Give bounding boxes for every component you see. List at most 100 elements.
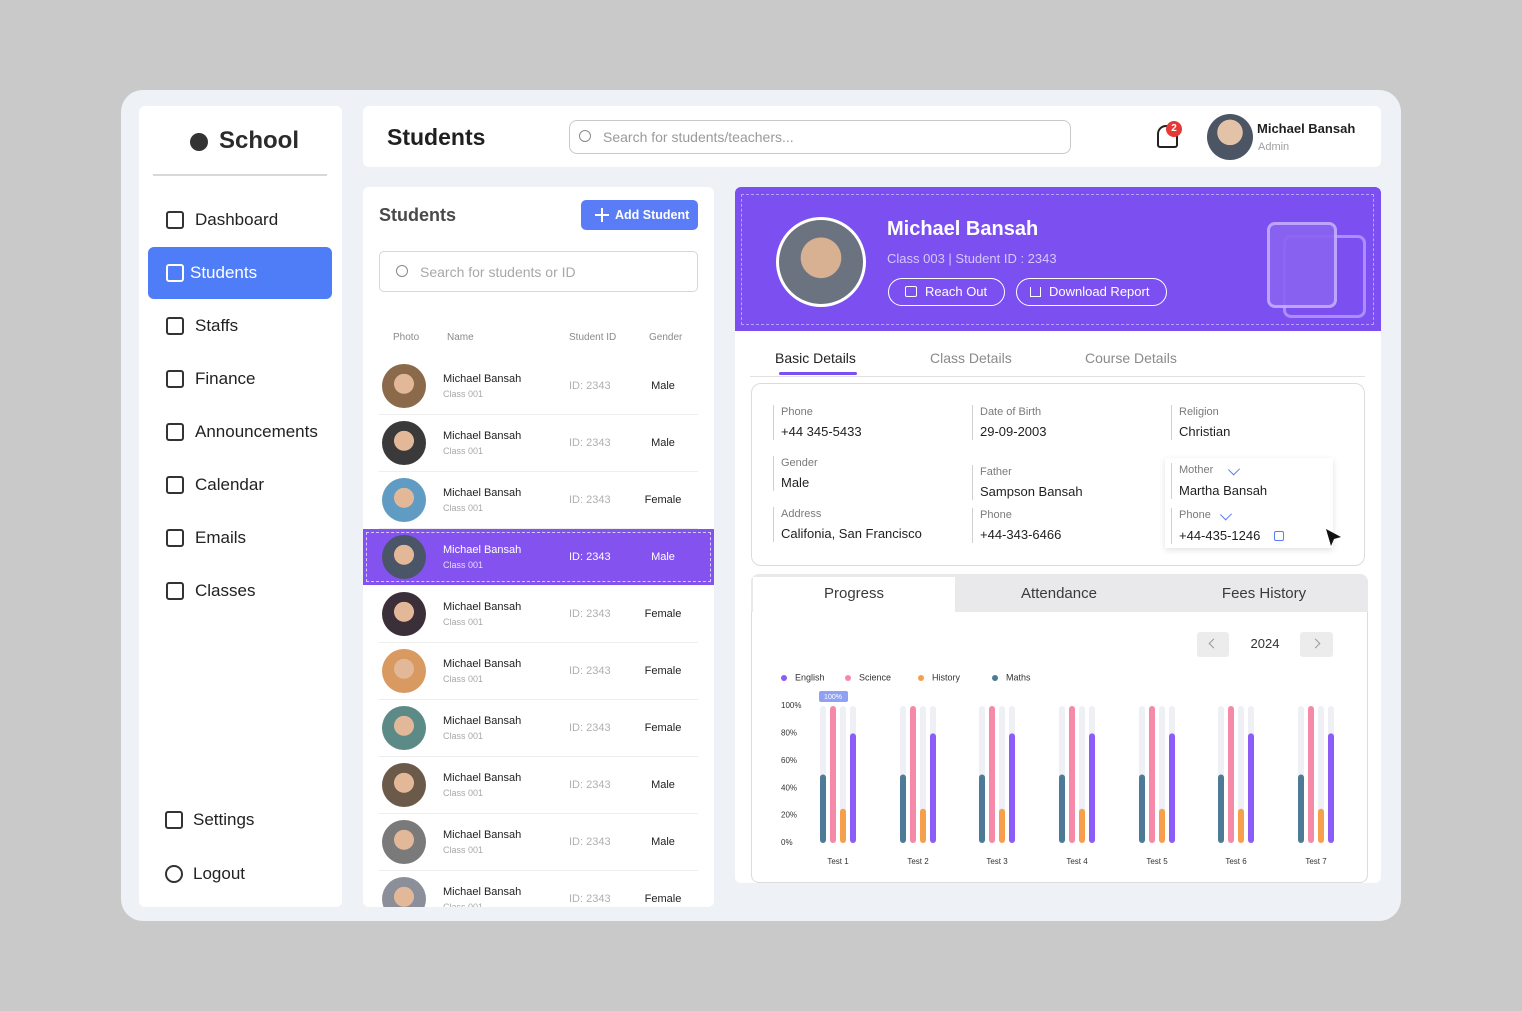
user-name: Michael Bansah bbox=[1257, 121, 1356, 136]
student-gender: Female bbox=[644, 608, 682, 620]
nav-icon bbox=[166, 211, 184, 229]
row-separator bbox=[379, 699, 698, 700]
student-photo bbox=[382, 535, 426, 579]
detail-accent bbox=[773, 507, 774, 542]
student-class: Class 001 bbox=[443, 503, 484, 513]
nav-label: Calendar bbox=[195, 475, 264, 494]
global-search[interactable] bbox=[569, 120, 1071, 154]
row-focus-outline bbox=[366, 532, 711, 582]
student-gender: Male bbox=[651, 437, 675, 449]
detail-label: Phone bbox=[781, 406, 813, 418]
detail-accent bbox=[1171, 405, 1172, 440]
detail-label: Date of Birth bbox=[980, 406, 1042, 418]
detail-label: Phone bbox=[1179, 509, 1211, 521]
detail-label: Religion bbox=[1179, 406, 1219, 418]
detail-label: Mother bbox=[1179, 464, 1214, 476]
student-name: Michael Bansah bbox=[443, 658, 522, 670]
row-separator bbox=[379, 642, 698, 643]
detail-label: Father bbox=[980, 466, 1012, 478]
row-separator bbox=[379, 414, 698, 415]
report-card bbox=[751, 574, 1368, 883]
student-rows: Michael Bansah Class 001 ID: 2343 Male Micha… bbox=[363, 364, 714, 907]
student-class: Class 001 bbox=[443, 902, 484, 907]
sidebar-divider bbox=[153, 174, 327, 176]
student-gender: Female bbox=[644, 893, 682, 905]
student-name: Michael Bansah bbox=[443, 430, 522, 442]
sidebar bbox=[139, 106, 342, 907]
student-search[interactable] bbox=[379, 251, 698, 292]
student-class: Class 001 bbox=[443, 560, 484, 570]
student-photo bbox=[382, 877, 426, 907]
student-class: Class 001 bbox=[443, 845, 484, 855]
profile-photo bbox=[776, 217, 866, 307]
add-student-label: Add Student bbox=[615, 207, 690, 222]
student-name: Michael Bansah bbox=[443, 544, 522, 556]
detail-label: Gender bbox=[781, 457, 818, 469]
detail-value: +44-435-1246 bbox=[1179, 528, 1261, 543]
download-label: Download Report bbox=[1049, 284, 1150, 299]
profile-subtitle: Class 003 | Student ID : 2343 bbox=[887, 251, 1057, 266]
detail-value: Christian bbox=[1179, 424, 1231, 439]
settings-label: Settings bbox=[193, 810, 255, 829]
copy-icon[interactable] bbox=[1274, 531, 1284, 541]
row-separator bbox=[379, 870, 698, 871]
nav-label: Classes bbox=[195, 581, 256, 600]
detail-tab-label: Basic Details bbox=[775, 350, 856, 366]
student-id: ID: 2343 bbox=[569, 722, 611, 734]
detail-tab-label: Class Details bbox=[930, 350, 1012, 366]
tabs-baseline bbox=[750, 376, 1365, 377]
detail-accent bbox=[972, 405, 973, 440]
prev-year-button[interactable] bbox=[1197, 632, 1229, 657]
student-name: Michael Bansah bbox=[443, 886, 522, 898]
reach-out-button[interactable] bbox=[888, 278, 1005, 306]
student-gender: Male bbox=[651, 779, 675, 791]
student-class: Class 001 bbox=[443, 674, 484, 684]
search-icon bbox=[579, 130, 591, 142]
nav-icon bbox=[166, 582, 184, 600]
report-tab-label: Attendance bbox=[1021, 585, 1097, 602]
user-role: Admin bbox=[1258, 141, 1290, 153]
student-gender: Female bbox=[644, 665, 682, 677]
student-photo bbox=[382, 592, 426, 636]
student-gender: Male bbox=[651, 551, 675, 563]
notification-badge bbox=[1166, 121, 1182, 137]
detail-value: Sampson Bansah bbox=[980, 484, 1083, 499]
nav-icon bbox=[166, 370, 184, 388]
student-name: Michael Bansah bbox=[443, 715, 522, 727]
column-header: Photo bbox=[393, 332, 420, 343]
detail-accent bbox=[972, 508, 973, 543]
nav-icon bbox=[166, 529, 184, 547]
student-id: ID: 2343 bbox=[569, 608, 611, 620]
nav-icon bbox=[166, 264, 184, 282]
row-separator bbox=[379, 756, 698, 757]
student-id: ID: 2343 bbox=[569, 437, 611, 449]
banner-dashed-frame bbox=[741, 194, 1374, 325]
page-title: Students bbox=[387, 124, 486, 150]
download-button[interactable] bbox=[1016, 278, 1167, 306]
student-photo bbox=[382, 820, 426, 864]
next-year-button[interactable] bbox=[1300, 632, 1333, 657]
report-tab-active[interactable] bbox=[753, 577, 955, 612]
logout-icon bbox=[165, 865, 183, 883]
mother-card bbox=[1165, 458, 1333, 548]
student-gender: Male bbox=[651, 380, 675, 392]
profile-name: Michael Bansah bbox=[887, 218, 1039, 240]
student-id: ID: 2343 bbox=[569, 893, 611, 905]
settings-icon bbox=[165, 811, 183, 829]
logout-label: Logout bbox=[193, 864, 245, 883]
nav-item[interactable] bbox=[148, 247, 332, 299]
brand-name: School bbox=[219, 127, 300, 154]
row-separator bbox=[379, 471, 698, 472]
student-id: ID: 2343 bbox=[569, 836, 611, 848]
student-photo bbox=[382, 364, 426, 408]
nav-icon bbox=[166, 476, 184, 494]
student-class: Class 001 bbox=[443, 731, 484, 741]
nav-label: Students bbox=[190, 263, 258, 282]
student-photo bbox=[382, 763, 426, 807]
nav-icon bbox=[166, 423, 184, 441]
student-search-placeholder: Search for students or ID bbox=[420, 264, 576, 280]
student-photo bbox=[382, 421, 426, 465]
student-name: Michael Bansah bbox=[443, 373, 522, 385]
student-gender: Male bbox=[651, 836, 675, 848]
